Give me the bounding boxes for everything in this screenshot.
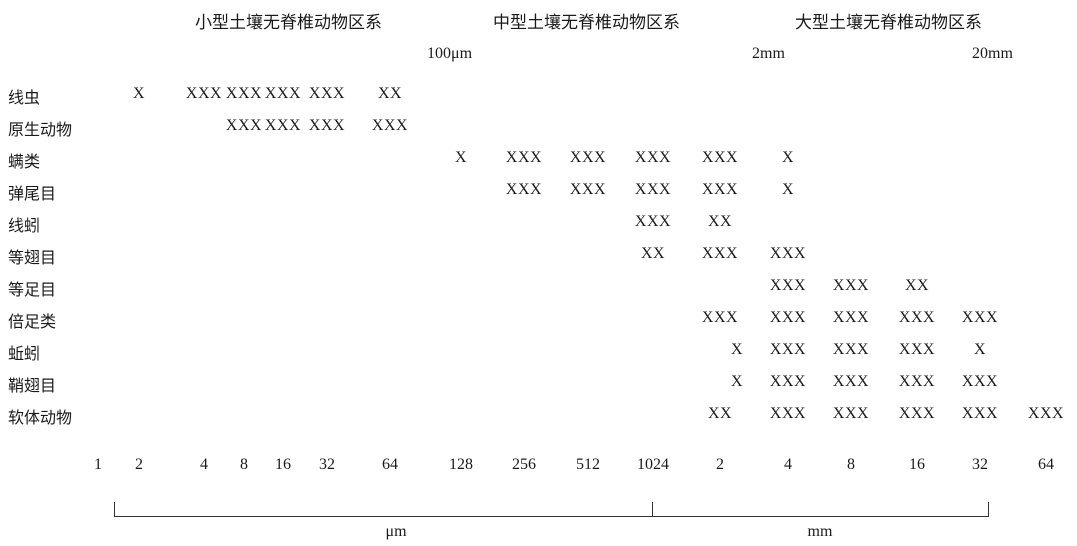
occurrence-mark: XXX [898,405,936,422]
occurrence-mark: XXX [634,213,672,230]
occurrence-mark: X [781,149,795,166]
mm-bracket-line [653,516,989,517]
occurrence-mark: XXX [308,85,346,102]
occurrence-mark: X [454,149,468,166]
tick-label: 256 [512,456,536,473]
occurrence-mark: XXX [264,117,302,134]
zone-label-meso: 中型土壤无脊椎动物区系 [493,13,680,33]
occurrence-mark: XX [707,213,733,230]
zone-label-macro: 大型土壤无脊椎动物区系 [795,13,982,33]
um-bracket-line [114,516,653,517]
occurrence-mark: XXX [634,149,672,166]
row-label: 线蚓 [8,216,41,235]
occurrence-mark: XXX [832,341,870,358]
tick-label: 128 [449,456,473,473]
tick-label: 8 [847,456,855,473]
occurrence-mark: X [730,373,744,390]
occurrence-mark: XX [904,277,930,294]
row-label: 线虫 [8,88,41,107]
occurrence-mark: XXX [769,341,807,358]
zone-label-micro: 小型土壤无脊椎动物区系 [195,13,382,33]
occurrence-mark: XXX [371,117,409,134]
occurrence-mark: XXX [769,373,807,390]
tick-label: 16 [275,456,291,473]
occurrence-mark: XXX [832,405,870,422]
occurrence-mark: X [781,181,795,198]
unit-label-mm: mm [807,523,833,540]
occurrence-mark: XXX [701,149,739,166]
occurrence-mark: XXX [769,405,807,422]
row-label: 蚯蚓 [8,344,41,363]
um-bracket-left-end [114,502,115,517]
occurrence-mark: XXX [264,85,302,102]
tick-label: 4 [200,456,208,473]
occurrence-mark: XX [377,85,403,102]
occurrence-mark: XXX [832,277,870,294]
occurrence-mark: XXX [832,373,870,390]
tick-label: 4 [784,456,792,473]
row-label: 原生动物 [8,120,73,139]
occurrence-mark: XX [640,245,666,262]
row-label: 软体动物 [8,408,73,427]
row-label: 鞘翅目 [8,376,57,395]
tick-label: 512 [576,456,600,473]
row-label: 倍足类 [8,312,57,331]
occurrence-mark: XXX [308,117,346,134]
mm-bracket-right-end [988,502,989,517]
occurrence-mark: XXX [769,245,807,262]
occurrence-mark: XXX [701,181,739,198]
row-label: 等翅目 [8,248,57,267]
occurrence-mark: XXX [961,309,999,326]
occurrence-mark: XXX [769,309,807,326]
boundary-mark-100um: 100μm [427,45,473,62]
boundary-mark-2mm: 2mm [752,45,785,62]
occurrence-mark: XXX [769,277,807,294]
occurrence-mark: XXX [569,149,607,166]
occurrence-mark: XXX [832,309,870,326]
occurrence-mark: X [730,341,744,358]
row-label: 等足目 [8,280,57,299]
row-label: 螨类 [8,152,41,171]
occurrence-mark: X [132,85,146,102]
tick-label: 64 [382,456,398,473]
occurrence-mark: XXX [634,181,672,198]
occurrence-mark: XXX [225,117,263,134]
occurrence-mark: XXX [701,245,739,262]
tick-label: 32 [972,456,988,473]
occurrence-mark: XXX [569,181,607,198]
occurrence-mark: XXX [1027,405,1065,422]
occurrence-mark: XXX [701,309,739,326]
tick-label: 16 [909,456,925,473]
occurrence-mark: XXX [961,405,999,422]
tick-label: 1 [94,456,102,473]
occurrence-mark: XXX [505,149,543,166]
tick-label: 32 [319,456,335,473]
occurrence-mark: X [973,341,987,358]
boundary-mark-20mm: 20mm [972,45,1013,62]
tick-label: 1024 [637,456,669,473]
unit-label-um: μm [385,523,407,540]
occurrence-mark: XXX [225,85,263,102]
occurrence-mark: XXX [898,309,936,326]
tick-label: 2 [716,456,724,473]
bracket-divider [652,502,653,517]
tick-label: 2 [135,456,143,473]
tick-label: 8 [240,456,248,473]
occurrence-mark: XXX [898,373,936,390]
occurrence-mark: XXX [185,85,223,102]
occurrence-mark: XXX [898,341,936,358]
row-label: 弹尾目 [8,184,57,203]
occurrence-mark: XXX [961,373,999,390]
occurrence-mark: XX [707,405,733,422]
tick-label: 64 [1038,456,1054,473]
occurrence-mark: XXX [505,181,543,198]
